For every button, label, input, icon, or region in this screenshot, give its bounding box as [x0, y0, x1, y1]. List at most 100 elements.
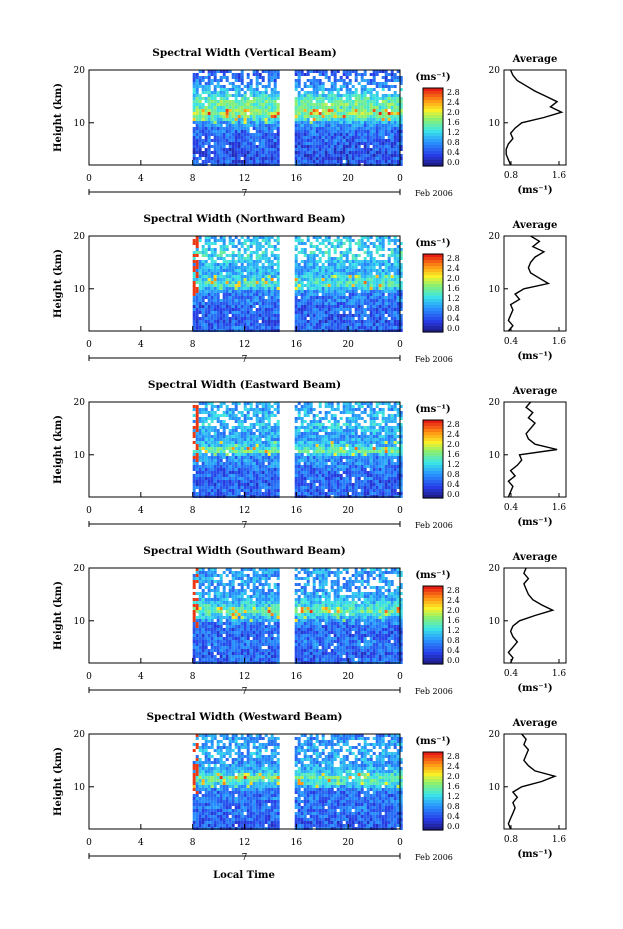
heatmap-cell — [348, 447, 352, 450]
heatmap-cell — [249, 429, 253, 432]
heatmap-cell — [201, 115, 205, 118]
heatmap-cell — [228, 94, 232, 97]
heatmap-cell — [303, 127, 307, 130]
heatmap-cell — [312, 426, 316, 429]
heatmap-cell — [324, 290, 328, 293]
heatmap-cell — [198, 281, 202, 284]
heatmap-cell — [336, 160, 340, 163]
heatmap-cell — [327, 136, 331, 139]
heatmap-cell — [372, 426, 376, 429]
heatmap-cell — [303, 302, 307, 305]
heatmap-cell — [339, 251, 343, 254]
heatmap-cell — [300, 302, 304, 305]
heatmap-cell — [297, 109, 301, 112]
heatmap-cell — [321, 94, 325, 97]
heatmap-cell — [393, 121, 397, 124]
heatmap-cell — [387, 269, 391, 272]
heatmap-cell — [372, 305, 376, 308]
heatmap-cell — [243, 106, 247, 109]
heatmap-cell — [312, 82, 316, 85]
heatmap-cell — [276, 429, 280, 432]
heatmap-cell — [315, 142, 319, 145]
heatmap-cell — [210, 145, 214, 148]
heatmap-cell — [198, 438, 202, 441]
heatmap-cell — [399, 127, 403, 130]
heatmap-cell — [207, 441, 211, 444]
heatmap-cell — [381, 88, 385, 91]
heatmap-cell — [357, 94, 361, 97]
heatmap-cell — [231, 426, 235, 429]
heatmap-cell — [318, 157, 322, 160]
heatmap-cell — [348, 70, 352, 73]
heatmap-cell — [297, 417, 301, 420]
heatmap-cell — [390, 115, 394, 118]
heatmap-cell — [192, 290, 196, 293]
heatmap-cell — [315, 278, 319, 281]
heatmap-cell — [399, 154, 403, 157]
heatmap-cell — [204, 112, 208, 115]
heatmap-cell — [195, 94, 199, 97]
heatmap-cell — [258, 76, 262, 79]
heatmap-cell — [252, 459, 256, 462]
heatmap-cell — [201, 302, 205, 305]
heatmap-cell — [378, 127, 382, 130]
heatmap-cell — [345, 239, 349, 242]
heatmap-cell — [396, 287, 400, 290]
heatmap-cell — [396, 260, 400, 263]
heatmap-cell — [249, 408, 253, 411]
heatmap-cell — [372, 245, 376, 248]
heatmap-cell — [312, 308, 316, 311]
heatmap-cell — [339, 323, 343, 326]
heatmap-cell — [255, 236, 259, 239]
heatmap-cell — [315, 423, 319, 426]
heatmap-cell — [369, 88, 373, 91]
heatmap-cell — [234, 453, 238, 456]
heatmap-cell — [327, 411, 331, 414]
heatmap-cell — [375, 302, 379, 305]
heatmap-cell — [318, 287, 322, 290]
heatmap-cell — [201, 317, 205, 320]
heatmap-cell — [396, 275, 400, 278]
heatmap-cell — [198, 284, 202, 287]
heatmap-cell — [228, 236, 232, 239]
heatmap-cell — [357, 154, 361, 157]
heatmap-cell — [330, 118, 334, 121]
heatmap-cell — [321, 82, 325, 85]
heatmap-cell — [306, 405, 310, 408]
heatmap-cell — [261, 414, 265, 417]
avg-x-tick-label: 0.4 — [504, 337, 519, 347]
heatmap-cell — [294, 260, 298, 263]
heatmap-cell — [309, 411, 313, 414]
heatmap-cell — [351, 302, 355, 305]
heatmap-cell — [198, 236, 202, 239]
heatmap-cell — [390, 97, 394, 100]
heatmap-cell — [396, 269, 400, 272]
heatmap-cell — [219, 311, 223, 314]
heatmap-cell — [318, 441, 322, 444]
heatmap-cell — [204, 124, 208, 127]
heatmap-cell — [327, 281, 331, 284]
heatmap-cell — [246, 317, 250, 320]
heatmap-cell — [309, 124, 313, 127]
heatmap-cell — [345, 100, 349, 103]
heatmap-cell — [357, 402, 361, 405]
heatmap-cell — [354, 456, 358, 459]
heatmap-cell — [234, 305, 238, 308]
heatmap-cell — [234, 459, 238, 462]
heatmap-cell — [393, 76, 397, 79]
heatmap-cell — [270, 127, 274, 130]
heatmap-cell — [363, 154, 367, 157]
heatmap-cell — [195, 118, 199, 121]
heatmap-cell — [327, 453, 331, 456]
heatmap-cell — [330, 314, 334, 317]
heatmap-cell — [234, 260, 238, 263]
heatmap-cell — [276, 154, 280, 157]
heatmap-cell — [297, 160, 301, 163]
heatmap-cell — [348, 435, 352, 438]
heatmap-cell — [393, 323, 397, 326]
heatmap-cell — [303, 308, 307, 311]
heatmap-cell — [192, 130, 196, 133]
heatmap-cell — [330, 408, 334, 411]
heatmap-cell — [315, 275, 319, 278]
heatmap-cell — [273, 293, 277, 296]
